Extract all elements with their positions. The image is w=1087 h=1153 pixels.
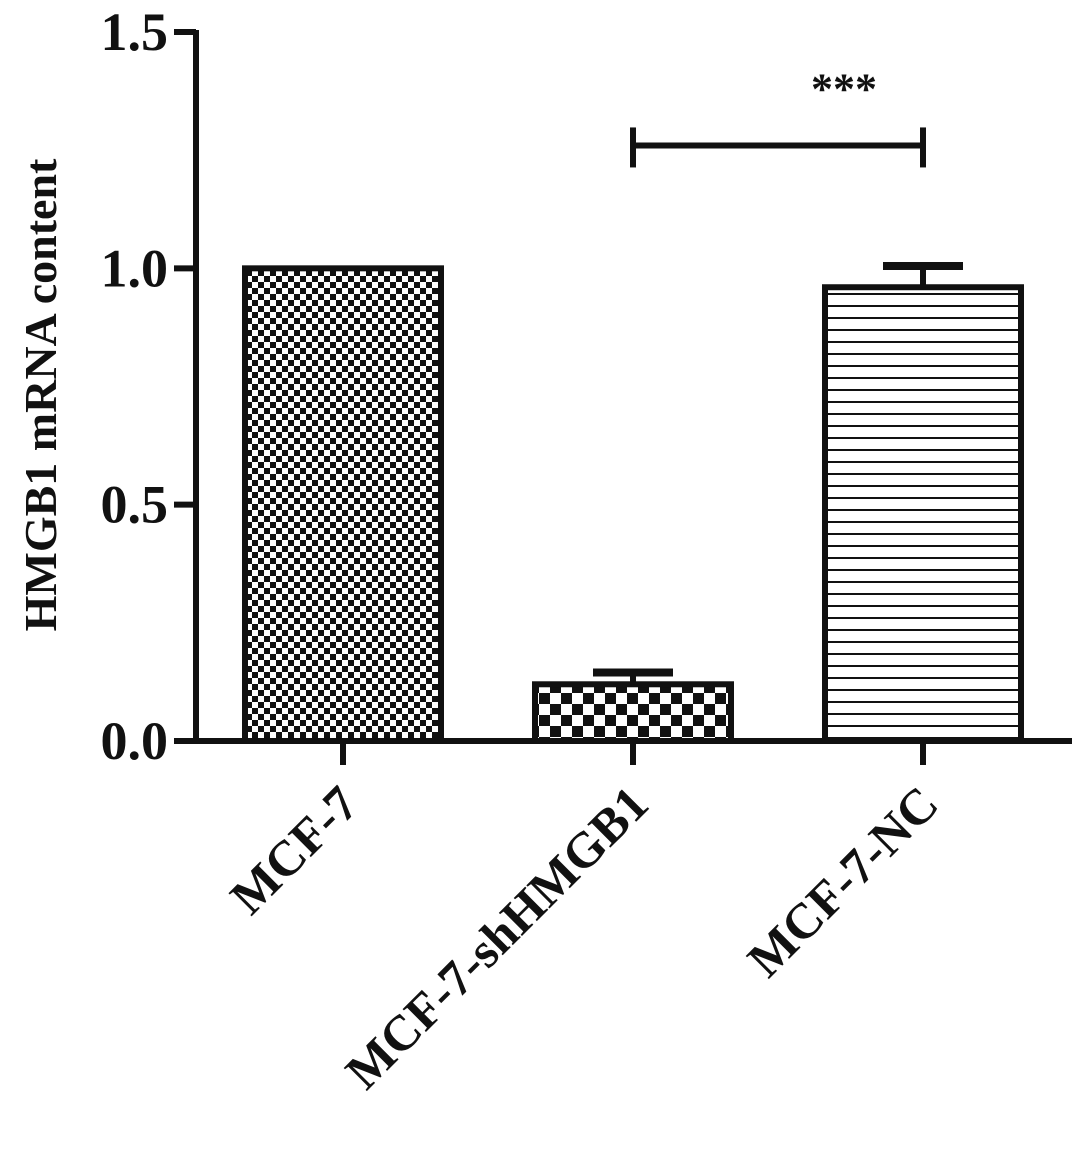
- y-ticks-layer: 0.0 0.5 1.0 1.5: [101, 2, 196, 771]
- significance-label-0: ***: [811, 64, 877, 113]
- y-tick-label-0: 0.0: [101, 711, 169, 771]
- error-bars-layer: [593, 261, 963, 685]
- bar-mcf-7-shhmgb1: [532, 681, 734, 745]
- y-tick-label-1: 0.5: [101, 475, 169, 535]
- y-tick-label-3: 1.5: [101, 2, 169, 62]
- bar-mcf-7-nc: [822, 284, 1024, 744]
- x-tick-label-2: MCF-7-NC: [736, 775, 948, 987]
- bar-mcf-7: [242, 265, 444, 744]
- x-tick-label-0: MCF-7: [219, 775, 369, 925]
- y-axis-label: HMGB1 mRNA content: [15, 158, 66, 631]
- y-tick-label-2: 1.0: [101, 238, 169, 298]
- x-tick-label-1: MCF-7-shHMGB1: [334, 775, 658, 1099]
- significance-layer: ***: [630, 64, 926, 168]
